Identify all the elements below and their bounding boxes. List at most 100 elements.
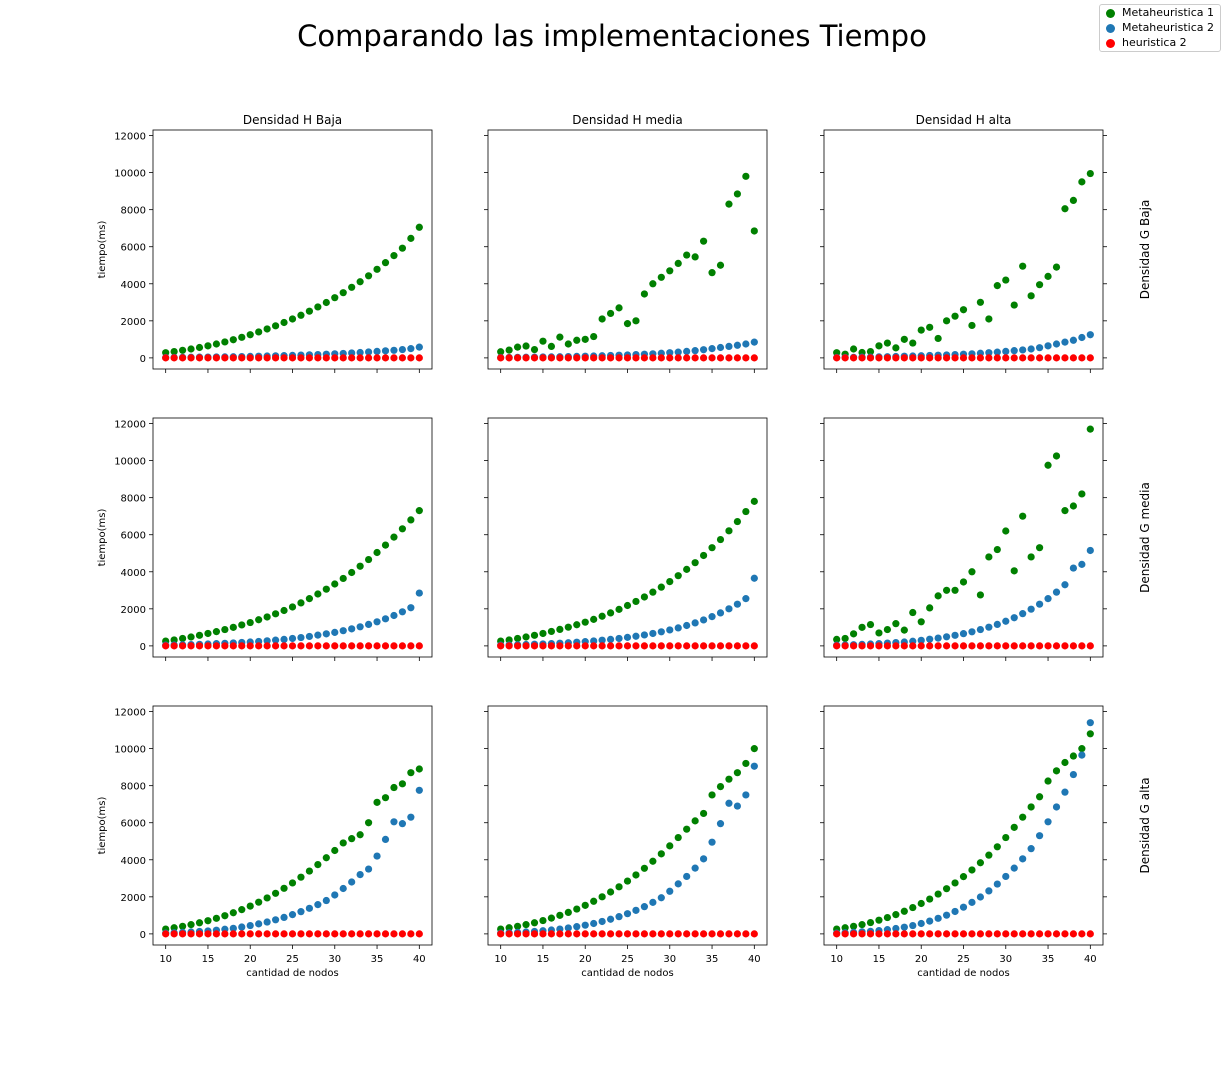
data-point bbox=[976, 591, 985, 599]
data-point bbox=[238, 906, 246, 914]
data-point bbox=[849, 630, 858, 638]
data-point bbox=[364, 865, 373, 873]
data-point bbox=[581, 901, 589, 909]
data-point bbox=[858, 921, 866, 929]
legend-item-heuristica-2: heuristica 2 bbox=[1106, 35, 1187, 51]
data-point bbox=[632, 642, 640, 650]
data-point bbox=[522, 930, 530, 938]
data-point bbox=[623, 642, 632, 650]
data-point bbox=[959, 306, 968, 314]
data-point bbox=[539, 354, 547, 362]
data-point bbox=[356, 831, 364, 839]
data-point bbox=[390, 783, 398, 792]
data-point bbox=[390, 642, 398, 650]
data-point bbox=[750, 497, 758, 505]
data-point bbox=[900, 354, 908, 362]
data-point bbox=[573, 923, 581, 931]
data-point bbox=[917, 930, 925, 938]
data-point bbox=[398, 820, 407, 828]
data-point bbox=[849, 642, 858, 650]
data-point bbox=[1035, 832, 1044, 840]
data-point bbox=[255, 642, 263, 650]
data-point bbox=[623, 601, 632, 610]
data-point bbox=[271, 930, 280, 938]
data-point bbox=[530, 930, 539, 938]
data-point bbox=[1044, 342, 1052, 350]
data-point bbox=[1086, 354, 1094, 362]
data-point bbox=[238, 642, 246, 650]
data-point bbox=[263, 325, 271, 333]
data-point bbox=[415, 786, 423, 794]
x-axis-label: cantidad de nodos bbox=[581, 968, 673, 979]
x-tick-label: 30 bbox=[328, 954, 341, 965]
series-heuristica-2 bbox=[833, 930, 1094, 938]
data-point bbox=[373, 798, 381, 806]
data-point bbox=[623, 354, 632, 362]
data-point bbox=[314, 901, 322, 909]
data-point bbox=[733, 341, 742, 349]
data-point bbox=[750, 642, 758, 650]
data-point bbox=[221, 642, 229, 650]
data-point bbox=[708, 269, 716, 277]
data-point bbox=[373, 265, 381, 273]
data-point bbox=[691, 354, 699, 362]
data-point bbox=[212, 930, 221, 938]
data-point bbox=[322, 585, 330, 593]
data-point bbox=[556, 911, 564, 919]
data-point bbox=[364, 620, 373, 628]
data-point bbox=[849, 922, 858, 930]
data-point bbox=[640, 631, 649, 639]
data-point bbox=[212, 340, 221, 348]
data-point bbox=[204, 917, 212, 925]
data-point bbox=[263, 918, 271, 926]
data-point bbox=[917, 354, 925, 362]
data-point bbox=[598, 930, 606, 938]
data-point bbox=[615, 304, 623, 312]
data-point bbox=[1078, 333, 1086, 342]
data-point bbox=[708, 354, 716, 362]
data-point bbox=[926, 895, 934, 903]
data-point bbox=[632, 930, 640, 938]
data-point bbox=[373, 642, 381, 650]
data-point bbox=[606, 609, 615, 617]
data-point bbox=[959, 630, 968, 638]
data-point bbox=[271, 610, 280, 618]
data-point bbox=[750, 762, 758, 770]
data-point bbox=[959, 354, 968, 362]
data-point bbox=[348, 642, 356, 650]
data-point bbox=[1052, 930, 1061, 938]
data-point bbox=[942, 633, 951, 641]
data-point bbox=[348, 878, 356, 886]
data-point bbox=[288, 930, 297, 938]
data-point bbox=[212, 642, 221, 650]
subplot-0-1: Densidad H media bbox=[484, 113, 768, 373]
data-point bbox=[1002, 833, 1010, 842]
x-tick-label: 25 bbox=[286, 954, 299, 965]
data-point bbox=[1035, 544, 1044, 552]
data-point bbox=[271, 354, 280, 362]
data-point bbox=[246, 618, 254, 627]
data-point bbox=[716, 930, 725, 938]
data-point bbox=[513, 634, 522, 643]
data-point bbox=[1061, 507, 1069, 515]
data-point bbox=[666, 349, 674, 357]
data-point bbox=[564, 340, 572, 348]
data-point bbox=[674, 880, 682, 888]
data-point bbox=[733, 802, 742, 810]
data-point bbox=[407, 234, 415, 242]
data-point bbox=[415, 930, 423, 938]
data-point bbox=[1027, 845, 1035, 853]
series-metaheuristica-2 bbox=[162, 786, 423, 937]
data-point bbox=[505, 924, 513, 932]
data-point bbox=[623, 633, 632, 641]
data-point bbox=[716, 642, 725, 650]
data-point bbox=[674, 348, 682, 356]
data-point bbox=[649, 588, 657, 596]
data-point bbox=[708, 791, 716, 799]
data-point bbox=[573, 354, 581, 362]
data-point bbox=[951, 586, 959, 594]
data-point bbox=[733, 190, 742, 198]
data-point bbox=[331, 642, 339, 650]
data-point bbox=[530, 631, 539, 639]
data-point bbox=[280, 930, 288, 938]
